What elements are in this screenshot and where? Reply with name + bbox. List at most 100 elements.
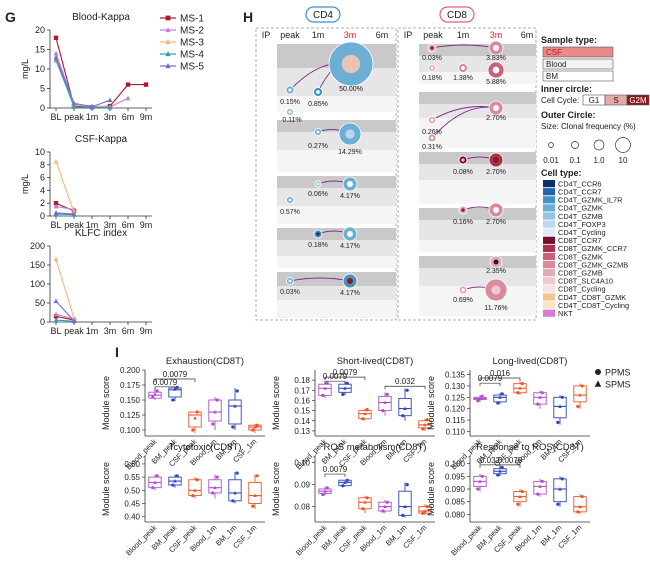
series-line-ms-4 (55, 213, 75, 216)
cell-type-swatch (543, 252, 555, 261)
clone-circle-inner (288, 279, 292, 283)
y-tick-label: 0.080 (445, 510, 466, 519)
data-point (516, 502, 520, 506)
clone-percent: 50.00% (339, 86, 363, 93)
data-point (195, 478, 199, 482)
x-tick-label: BL (50, 326, 61, 336)
pvalue-bracket (154, 378, 196, 382)
series-line-ms-3 (55, 161, 75, 213)
data-point (211, 422, 215, 426)
clone-circle-inner (316, 182, 320, 186)
cd4-band (277, 206, 396, 224)
x-tick-label: 1m (86, 326, 99, 336)
data-point (476, 487, 480, 491)
data-point (255, 474, 259, 478)
cell-type-label: CD4T_CD8T_Cycling (558, 301, 629, 310)
y-tick-label: 100 (30, 279, 45, 289)
chart-title: KLFC index (75, 228, 127, 239)
size-value: 0.01 (543, 156, 559, 165)
cd8-band (419, 104, 536, 118)
cell-type-label: CD4T_GZMK_IL7R (558, 196, 622, 205)
line-chart-3: KLFC index 0 50 100 150 200 BL peak 1m 3m 6m 9m (30, 228, 152, 336)
clone-circle-inner (316, 130, 320, 134)
data-point (213, 485, 217, 490)
legend-label: MS-4 (180, 50, 204, 61)
clone-circle-inner (493, 157, 499, 163)
x-tick-label: 9m (140, 112, 153, 122)
y-axis-label: Module score (101, 462, 111, 516)
clone-percent: 0.06% (308, 191, 328, 198)
data-point (498, 469, 502, 473)
data-point (423, 509, 427, 513)
clone-percent: 0.18% (308, 242, 328, 249)
data-point (425, 418, 429, 422)
line-chart-2: CSF-Kappa mg/L 0 2 4 6 8 10 BL peak 1m 3m 6m 9m (20, 134, 152, 230)
series-line-ms-4 (55, 59, 111, 109)
y-tick-label: 0.40 (124, 513, 140, 522)
box (188, 479, 202, 497)
data-point (560, 395, 564, 399)
y-tick-label: 200 (30, 241, 45, 251)
data-point (363, 500, 367, 504)
clone-percent: 0.03% (280, 289, 300, 296)
legend-label: PPMS (605, 368, 631, 378)
box-legend: PPMS SPMS (594, 368, 631, 390)
cell-type-label: NKT (558, 309, 573, 318)
chart-title: ROS metabolism(CD8T) (324, 442, 427, 453)
y-tick-label: 0.125 (445, 393, 466, 402)
cell-type-label: CD8T_CCR7 (558, 236, 602, 245)
data-point (253, 425, 257, 429)
legend-title: Inner circle: (541, 84, 592, 94)
clone-percent: 5.88% (486, 79, 506, 86)
clonal-legend: Sample type: CSF Blood BM Inner circle: Cell … (541, 35, 650, 318)
clone-circle-inner (461, 208, 465, 212)
sample-swatch (542, 46, 614, 58)
cell-type-label: CD4T_GZMB (558, 212, 603, 221)
data-point (580, 384, 584, 388)
data-point (401, 414, 405, 418)
clone-circle-inner (288, 88, 292, 92)
data-point (365, 408, 369, 412)
x-tick-label: 6m (122, 220, 135, 230)
cd4-band (277, 132, 396, 150)
data-point (558, 404, 562, 408)
data-point-ms-5 (53, 298, 59, 304)
data-point (403, 406, 407, 411)
x-tick-label: BL (50, 112, 61, 122)
y-tick-label: 0 (40, 103, 45, 113)
clonal-panel: CD4 CD8 IP peak 1m 3m 6m IP peak 1m 3m 6m 50.00% 0.15… (255, 6, 537, 321)
cd8-column-header: 1m (457, 30, 470, 40)
data-point-ms-5 (89, 104, 95, 109)
y-tick-label: 4 (40, 185, 45, 195)
data-point-ms-2 (53, 203, 59, 209)
data-point (323, 489, 327, 493)
pvalue-label: 0.0079 (498, 456, 523, 465)
data-point (405, 483, 409, 487)
cell-type-swatch (543, 285, 555, 293)
y-tick-label: 10 (35, 147, 45, 157)
cell-cycle-value: S (613, 96, 618, 105)
legend-label: MS-3 (180, 38, 204, 49)
pvalue-label: 0.016 (490, 369, 511, 378)
y-tick-label: 0.16 (294, 396, 310, 405)
data-point-ms-2 (71, 206, 77, 212)
data-point (365, 496, 369, 500)
pvalue-label: 0.032 (480, 456, 501, 465)
cd8-band (419, 44, 536, 56)
data-point (383, 504, 387, 509)
cell-type-swatch (543, 277, 555, 285)
cell-type-label: CD4T_CCR6 (558, 179, 602, 188)
data-point (578, 393, 582, 397)
chart-title: Long-lived(CD8T) (493, 356, 568, 367)
data-point-ms-3 (53, 158, 59, 164)
data-point-ms-5 (53, 210, 59, 215)
cd4-column-header: IP (262, 30, 271, 40)
cd4-column-header: 1m (312, 30, 325, 40)
clone-percent: 0.15% (280, 99, 300, 106)
data-point (500, 465, 504, 470)
y-tick-label: 0.115 (446, 416, 466, 425)
series-line-ms-5 (55, 212, 75, 215)
x-tick-label: 1m (86, 112, 99, 122)
box (188, 411, 202, 428)
cell-type-swatch (543, 180, 555, 188)
